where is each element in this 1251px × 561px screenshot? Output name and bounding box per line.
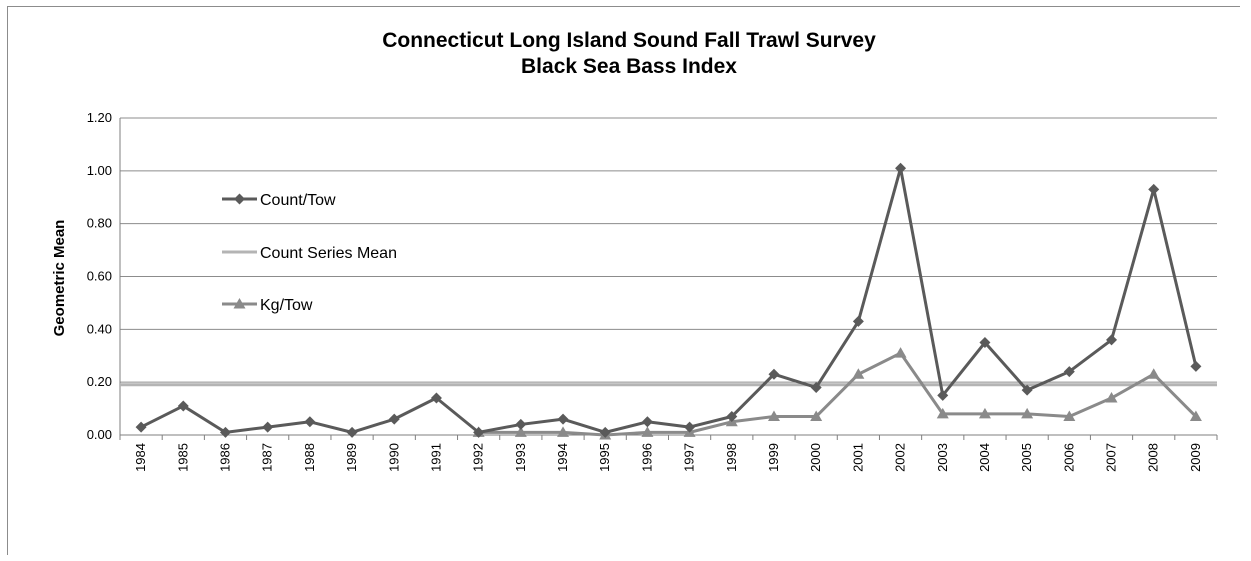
x-tick-label: 1986 bbox=[217, 443, 232, 472]
x-tick-label: 2004 bbox=[977, 443, 992, 472]
data-point bbox=[641, 426, 654, 437]
data-point bbox=[1190, 360, 1202, 372]
x-tick-label: 1993 bbox=[513, 443, 528, 472]
y-axis-title: Geometric Mean bbox=[51, 220, 68, 337]
y-tick-label: 0.80 bbox=[87, 216, 112, 231]
x-tick-label: 1995 bbox=[597, 443, 612, 472]
data-point bbox=[473, 426, 485, 438]
x-tick-label: 2005 bbox=[1019, 443, 1034, 472]
data-point bbox=[1147, 368, 1160, 379]
data-point bbox=[388, 413, 400, 425]
legend-item: Count Series Mean bbox=[222, 245, 397, 262]
legend-label: Count/Tow bbox=[260, 192, 336, 209]
data-point bbox=[262, 421, 274, 433]
series-group bbox=[120, 162, 1217, 440]
data-point bbox=[599, 426, 611, 438]
legend-label: Kg/Tow bbox=[260, 297, 313, 314]
data-point bbox=[1063, 410, 1076, 422]
data-point bbox=[1189, 410, 1202, 422]
data-point bbox=[557, 426, 570, 437]
x-tick-label: 1985 bbox=[175, 443, 190, 472]
x-tick-label: 2007 bbox=[1104, 443, 1119, 472]
x-tick-label: 2001 bbox=[850, 443, 865, 472]
data-point bbox=[346, 426, 358, 438]
legend-item: Kg/Tow bbox=[222, 297, 313, 314]
series-count-tow bbox=[135, 162, 1202, 438]
data-point bbox=[177, 400, 189, 412]
y-tick-label: 1.00 bbox=[87, 163, 112, 178]
data-point bbox=[430, 392, 442, 404]
gridlines bbox=[119, 117, 1218, 440]
y-tick-label: 0.40 bbox=[87, 321, 112, 336]
data-point bbox=[1021, 407, 1034, 419]
x-tick-label: 1996 bbox=[639, 443, 654, 472]
data-point bbox=[767, 410, 780, 422]
chart-frame bbox=[7, 6, 1240, 555]
legend-marker bbox=[233, 298, 246, 309]
series-line bbox=[478, 351, 1197, 437]
data-point bbox=[514, 426, 527, 437]
data-point bbox=[979, 337, 991, 349]
x-tick-label: 1999 bbox=[766, 443, 781, 472]
data-point bbox=[852, 368, 865, 379]
x-tick-label: 1987 bbox=[260, 443, 275, 472]
data-point bbox=[768, 368, 780, 380]
y-tick-label: 0.20 bbox=[87, 374, 112, 389]
data-point bbox=[684, 421, 696, 433]
data-point bbox=[557, 413, 569, 425]
data-point bbox=[515, 418, 527, 430]
data-point bbox=[894, 347, 907, 358]
data-point bbox=[1148, 183, 1160, 195]
x-tick-label: 1997 bbox=[682, 443, 697, 472]
x-tick-label: 2002 bbox=[893, 443, 908, 472]
x-tick-label: 1989 bbox=[344, 443, 359, 472]
x-tick-label: 1998 bbox=[724, 443, 739, 472]
data-point bbox=[937, 389, 949, 401]
x-tick-label: 2009 bbox=[1188, 443, 1203, 472]
x-tick-label: 2003 bbox=[935, 443, 950, 472]
y-tick-label: 0.00 bbox=[87, 427, 112, 442]
chart-title: Connecticut Long Island Sound Fall Trawl… bbox=[382, 29, 876, 52]
x-tick-label: 1994 bbox=[555, 443, 570, 472]
y-tick-labels: 0.00 0.20 0.40 0.60 0.80 1.00 1.20 bbox=[87, 110, 112, 442]
data-point bbox=[810, 410, 823, 422]
x-tick-label: 1990 bbox=[386, 443, 401, 472]
data-point bbox=[1021, 384, 1033, 396]
y-tick-label: 1.20 bbox=[87, 110, 112, 125]
legend: Count/Tow Count Series Mean Kg/Tow bbox=[222, 192, 397, 314]
data-point bbox=[1105, 392, 1118, 403]
data-point bbox=[1063, 366, 1075, 378]
data-point bbox=[135, 421, 147, 433]
data-point bbox=[219, 426, 231, 438]
x-tick-label: 1984 bbox=[133, 443, 148, 472]
data-point bbox=[641, 416, 653, 428]
x-tick-label: 2008 bbox=[1146, 443, 1161, 472]
x-tick-labels: 1984 1985 1986 1987 1988 1989 1990 1991 1992 1993… bbox=[133, 443, 1203, 472]
data-point bbox=[1106, 334, 1118, 346]
x-tick-label: 2000 bbox=[808, 443, 823, 472]
legend-item: Count/Tow bbox=[222, 192, 336, 209]
x-tick-label: 1988 bbox=[302, 443, 317, 472]
data-point bbox=[304, 416, 316, 428]
data-point bbox=[895, 162, 907, 174]
y-tick-label: 0.60 bbox=[87, 269, 112, 284]
data-point bbox=[978, 407, 991, 419]
data-point bbox=[936, 407, 949, 419]
x-tick-label: 2006 bbox=[1061, 443, 1076, 472]
data-point bbox=[810, 381, 822, 393]
data-point bbox=[726, 411, 738, 423]
series-line bbox=[140, 166, 1198, 434]
x-tick-label: 1991 bbox=[428, 443, 443, 472]
x-tick-label: 1992 bbox=[471, 443, 486, 472]
chart-subtitle: Black Sea Bass Index bbox=[521, 55, 737, 78]
data-point bbox=[852, 315, 864, 327]
legend-label: Count Series Mean bbox=[260, 245, 397, 262]
legend-marker bbox=[234, 193, 245, 205]
